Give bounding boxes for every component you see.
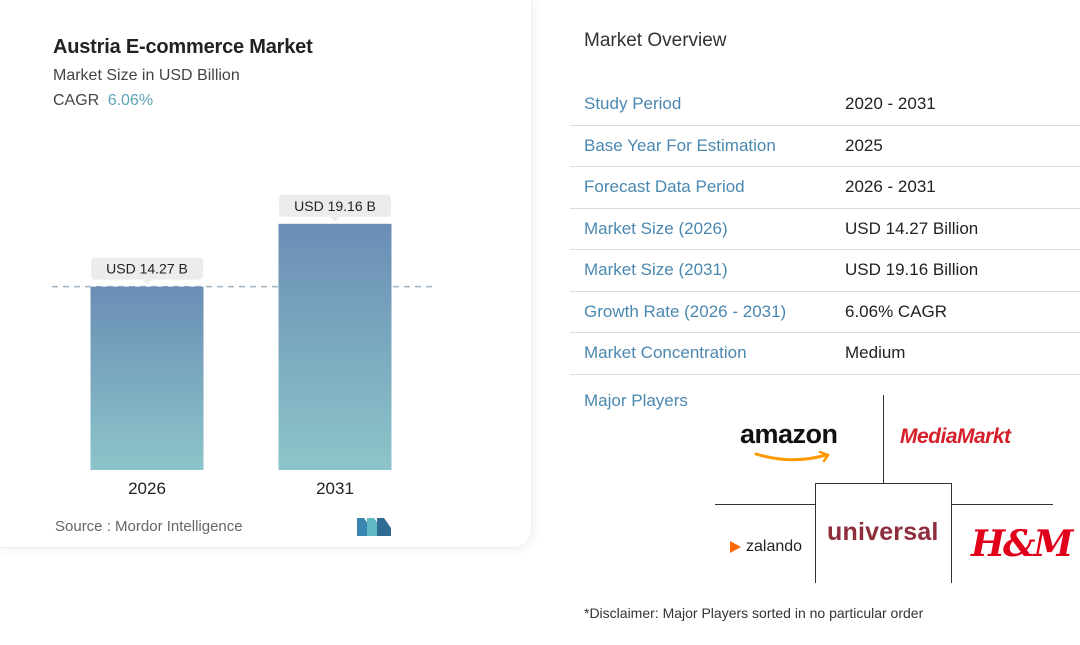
data-label-bg [279, 194, 391, 217]
grid-divider [951, 504, 1053, 505]
cagr-value: 6.06% [107, 92, 154, 109]
overview-row: Market Size (2026) USD 14.27 Billion [570, 209, 1080, 250]
data-label: USD 19.16 B [294, 198, 376, 214]
data-label-pointer [330, 216, 340, 222]
data-label-pointer [142, 279, 152, 285]
chart-title: Austria E-commerce Market [53, 36, 313, 58]
source-credit: Source : Mordor Intelligence [55, 518, 243, 535]
bar-2031 [278, 223, 392, 470]
bar-chart: USD 14.27 B 2026 USD 19.16 B 2031 [52, 194, 433, 498]
overview-row-value: USD 14.27 Billion [845, 218, 979, 238]
source-name: Mordor Intelligence [115, 518, 243, 535]
mediamarkt-logo: MediaMarkt [900, 425, 1011, 449]
overview-row: Base Year For Estimation 2025 [570, 126, 1080, 167]
overview-row-value: Medium [845, 343, 906, 362]
major-players-grid: amazon MediaMarkt zalando universal H&M [715, 395, 1073, 587]
grid-divider [715, 504, 815, 505]
overview-row-value: 6.06% CAGR [845, 301, 948, 321]
overview-row: Study Period 2020 - 2031 [570, 84, 1080, 126]
disclaimer: *Disclaimer: Major Players sorted in no … [584, 605, 924, 621]
zalando-logo: zalando [728, 538, 802, 556]
universal-logo: universal [827, 518, 939, 547]
chart-card: Austria E-commerce Market Market Size in… [0, 0, 532, 548]
grid-divider [951, 483, 952, 583]
chart-subtitle: Market Size in USD Billion [53, 67, 240, 84]
zalando-logo-text: zalando [746, 538, 803, 555]
overview-row-label: Market Size (2026) [584, 218, 728, 238]
mordor-intelligence-logo-icon [357, 518, 391, 536]
grid-divider [815, 483, 816, 583]
amazon-logo-text: amazon [740, 419, 838, 449]
universal-logo-text: universal [827, 518, 939, 546]
overview-row-label: Forecast Data Period [584, 177, 745, 196]
bar-2026 [90, 286, 204, 470]
cagr-row: CAGR 6.06% [53, 92, 153, 110]
overview-row: Market Size (2031) USD 19.16 Billion [570, 250, 1080, 292]
overview-row-label: Market Concentration [584, 343, 747, 362]
amazon-logo: amazon [740, 419, 855, 463]
amazon-smile-icon [754, 451, 830, 463]
overview-row-value: 2020 - 2031 [845, 94, 936, 113]
overview-table: Study Period 2020 - 2031 Base Year For E… [570, 84, 1080, 375]
source-label: Source : [55, 518, 111, 535]
cagr-label: CAGR [53, 92, 100, 109]
overview-title: Market Overview [584, 30, 727, 51]
data-label-bg [91, 257, 203, 280]
major-players-label: Major Players [584, 391, 688, 410]
overview-row-label: Study Period [584, 94, 682, 113]
x-tick-label: 2026 [128, 479, 166, 498]
hm-logo: H&M [971, 523, 1073, 565]
mediamarkt-logo-text: MediaMarkt [900, 425, 1011, 448]
data-label: USD 14.27 B [106, 261, 188, 277]
overview-row: Forecast Data Period 2026 - 2031 [570, 167, 1080, 209]
overview-row-label: Market Size (2031) [584, 260, 728, 279]
x-tick-label: 2031 [316, 479, 354, 498]
zalando-icon [730, 541, 741, 553]
overview-row-value: USD 19.16 Billion [845, 260, 979, 279]
grid-divider [815, 483, 951, 484]
overview-row: Growth Rate (2026 - 2031) 6.06% CAGR [570, 292, 1080, 333]
overview-row: Market Concentration Medium [570, 333, 1080, 375]
overview-row-value: 2026 - 2031 [845, 177, 936, 196]
grid-divider [883, 395, 884, 483]
hm-logo-text: H&M [971, 523, 1073, 565]
overview-row-label: Base Year For Estimation [584, 135, 776, 155]
overview-row-value: 2025 [845, 135, 883, 155]
overview-row-label: Growth Rate (2026 - 2031) [584, 301, 787, 321]
